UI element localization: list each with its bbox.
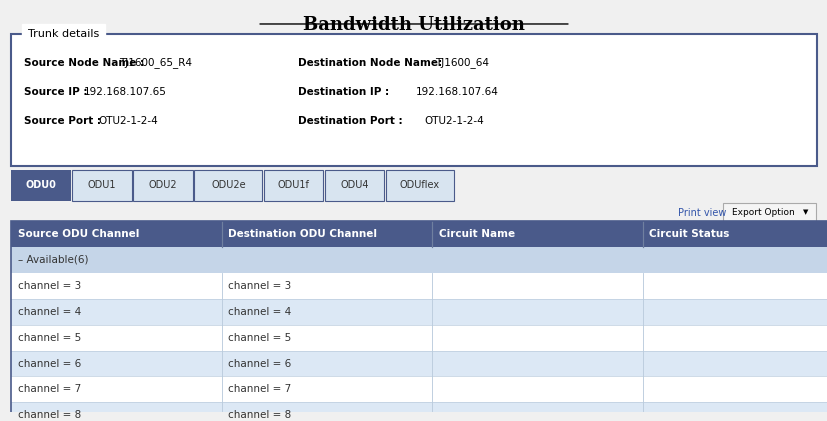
Text: Circuit Status: Circuit Status bbox=[648, 229, 729, 239]
FancyBboxPatch shape bbox=[12, 351, 827, 376]
Text: channel = 4: channel = 4 bbox=[18, 307, 81, 317]
Text: Trunk details: Trunk details bbox=[28, 29, 99, 39]
Text: Source Node Name :: Source Node Name : bbox=[24, 58, 147, 68]
FancyBboxPatch shape bbox=[385, 170, 453, 201]
Text: ODU2e: ODU2e bbox=[211, 180, 246, 190]
Text: TJ1600_64: TJ1600_64 bbox=[434, 58, 488, 69]
Text: Print view: Print view bbox=[677, 208, 725, 218]
Text: TJ1600_65_R4: TJ1600_65_R4 bbox=[118, 58, 191, 69]
Text: ▼: ▼ bbox=[802, 209, 808, 215]
Text: channel = 8: channel = 8 bbox=[18, 410, 81, 420]
FancyBboxPatch shape bbox=[12, 299, 827, 325]
Text: ODUflex: ODUflex bbox=[399, 180, 439, 190]
FancyBboxPatch shape bbox=[12, 170, 70, 201]
Text: Destination ODU Channel: Destination ODU Channel bbox=[228, 229, 377, 239]
FancyBboxPatch shape bbox=[12, 273, 827, 299]
Text: ODU2: ODU2 bbox=[149, 180, 177, 190]
FancyBboxPatch shape bbox=[12, 325, 827, 351]
Text: channel = 7: channel = 7 bbox=[18, 384, 81, 394]
Text: Destination Node Name:: Destination Node Name: bbox=[298, 58, 446, 68]
FancyBboxPatch shape bbox=[72, 170, 131, 201]
FancyBboxPatch shape bbox=[264, 170, 323, 201]
FancyBboxPatch shape bbox=[12, 34, 815, 166]
Text: 192.168.107.65: 192.168.107.65 bbox=[84, 87, 166, 97]
Text: channel = 3: channel = 3 bbox=[18, 281, 81, 291]
Text: Circuit Name: Circuit Name bbox=[438, 229, 514, 239]
Text: Source Port :: Source Port : bbox=[24, 115, 104, 125]
Text: – Available(6): – Available(6) bbox=[18, 255, 88, 265]
Text: channel = 8: channel = 8 bbox=[228, 410, 291, 420]
Text: ODU4: ODU4 bbox=[340, 180, 368, 190]
Text: Export Option: Export Option bbox=[731, 208, 793, 217]
Text: channel = 5: channel = 5 bbox=[18, 333, 81, 343]
Text: ODU0: ODU0 bbox=[26, 180, 56, 190]
FancyBboxPatch shape bbox=[12, 221, 827, 247]
FancyBboxPatch shape bbox=[12, 376, 827, 402]
FancyBboxPatch shape bbox=[12, 402, 827, 421]
FancyBboxPatch shape bbox=[723, 203, 815, 221]
Text: ODU1: ODU1 bbox=[88, 180, 116, 190]
Text: ODU1f: ODU1f bbox=[277, 180, 309, 190]
Text: 192.168.107.64: 192.168.107.64 bbox=[415, 87, 498, 97]
Text: Bandwidth Utilization: Bandwidth Utilization bbox=[303, 16, 524, 34]
Text: channel = 6: channel = 6 bbox=[18, 359, 81, 368]
Text: channel = 7: channel = 7 bbox=[228, 384, 291, 394]
Text: Source IP :: Source IP : bbox=[24, 87, 91, 97]
Text: OTU2-1-2-4: OTU2-1-2-4 bbox=[98, 115, 157, 125]
FancyBboxPatch shape bbox=[194, 170, 262, 201]
Text: channel = 4: channel = 4 bbox=[228, 307, 291, 317]
Text: Destination Port :: Destination Port : bbox=[298, 115, 406, 125]
Text: OTU2-1-2-4: OTU2-1-2-4 bbox=[423, 115, 483, 125]
Text: Destination IP :: Destination IP : bbox=[298, 87, 393, 97]
FancyBboxPatch shape bbox=[12, 247, 827, 273]
Text: channel = 5: channel = 5 bbox=[228, 333, 291, 343]
Text: channel = 6: channel = 6 bbox=[228, 359, 291, 368]
Text: Source ODU Channel: Source ODU Channel bbox=[18, 229, 139, 239]
FancyBboxPatch shape bbox=[324, 170, 384, 201]
Text: channel = 3: channel = 3 bbox=[228, 281, 291, 291]
FancyBboxPatch shape bbox=[133, 170, 193, 201]
